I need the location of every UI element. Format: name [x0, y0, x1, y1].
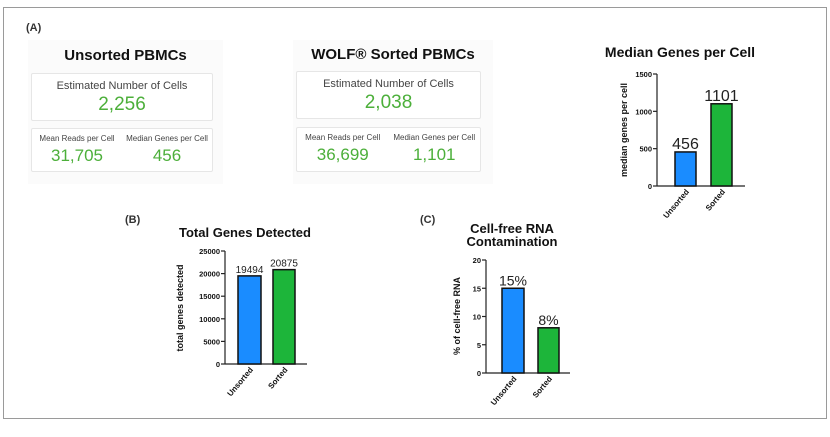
chart-title-line: Cell-free RNA	[470, 221, 554, 236]
chart-title: Median Genes per Cell	[605, 44, 755, 60]
estimated-cells-label: Estimated Number of Cells	[323, 78, 454, 90]
bar-unsorted	[674, 151, 697, 187]
y-tick-label: 500	[639, 145, 652, 154]
y-tick-label: 1500	[635, 70, 652, 79]
estimated-cells-value: 2,038	[364, 92, 413, 113]
y-tick-label: 15	[473, 284, 481, 293]
bar-unsorted	[501, 287, 525, 374]
y-axis-label: median genes per cell	[619, 83, 629, 177]
median-genes-label: Median Genes per Cell	[393, 133, 476, 142]
x-tick-label: Sorted	[704, 187, 727, 212]
data-label: 15%	[499, 272, 527, 288]
y-tick-label: 1000	[635, 107, 652, 116]
y-tick-label: 20	[473, 256, 481, 265]
estimated-cells-box: Estimated Number of Cells 2,256	[31, 73, 213, 121]
y-tick-label: 10000	[199, 315, 220, 324]
x-tick-label: Sorted	[531, 374, 554, 399]
y-axis-label: % of cell-free RNA	[452, 276, 462, 355]
y-axis-label: total genes detected	[175, 264, 185, 351]
x-tick-label: Unsorted	[489, 374, 519, 407]
y-tick-label: 5000	[203, 337, 220, 346]
mean-reads-value: 36,699	[316, 145, 369, 164]
y-tick-label: 0	[648, 182, 652, 191]
estimated-cells-value: 2,256	[98, 94, 146, 115]
chart-title-line: Contamination	[467, 234, 558, 249]
x-tick-label: Unsorted	[226, 365, 256, 398]
y-tick-label: 20000	[199, 270, 220, 279]
summary-title: Unsorted PBMCs	[64, 47, 187, 64]
panel-label-c: (C)	[420, 214, 436, 226]
y-tick-label: 0	[216, 360, 220, 369]
figure-frame	[3, 7, 827, 419]
y-tick-label: 25000	[199, 247, 220, 256]
data-label: 8%	[538, 312, 558, 328]
data-label: 1101	[704, 88, 739, 105]
bar-sorted	[272, 268, 296, 365]
y-tick-label: 5	[477, 341, 481, 350]
y-tick-label: 10	[473, 313, 481, 322]
data-label: 456	[672, 136, 699, 153]
y-tick-label: 0	[477, 369, 481, 378]
panel-label-a: (A)	[26, 22, 42, 34]
summary-sorted: WOLF® Sorted PBMCs Estimated Number of C…	[293, 40, 493, 184]
data-label: 19494	[236, 265, 264, 276]
chart-title: Total Genes Detected	[179, 225, 311, 240]
mean-reads-value: 31,705	[51, 146, 103, 165]
panel-label-b: (B)	[125, 214, 141, 226]
bar-unsorted	[237, 275, 262, 365]
summary-unsorted: Unsorted PBMCs Estimated Number of Cells…	[28, 40, 223, 184]
metrics-box: Mean Reads per Cell 36,699 Median Genes …	[296, 127, 481, 172]
estimated-cells-box: Estimated Number of Cells 2,038	[296, 71, 481, 119]
estimated-cells-label: Estimated Number of Cells	[56, 80, 188, 92]
median-genes-label: Median Genes per Cell	[126, 134, 208, 143]
x-tick-label: Unsorted	[662, 187, 692, 220]
metrics-box: Mean Reads per Cell 31,705 Median Genes …	[31, 128, 213, 172]
x-tick-label: Sorted	[266, 365, 289, 390]
data-label: 20875	[270, 259, 298, 270]
median-genes-value: 1,101	[412, 145, 456, 164]
mean-reads-label: Mean Reads per Cell	[305, 133, 381, 142]
bar-sorted	[537, 327, 560, 374]
y-tick-label: 15000	[199, 292, 220, 301]
bar-sorted	[710, 103, 733, 187]
median-genes-value: 456	[152, 146, 182, 165]
mean-reads-label: Mean Reads per Cell	[39, 134, 115, 143]
summary-title: WOLF® Sorted PBMCs	[311, 46, 475, 63]
